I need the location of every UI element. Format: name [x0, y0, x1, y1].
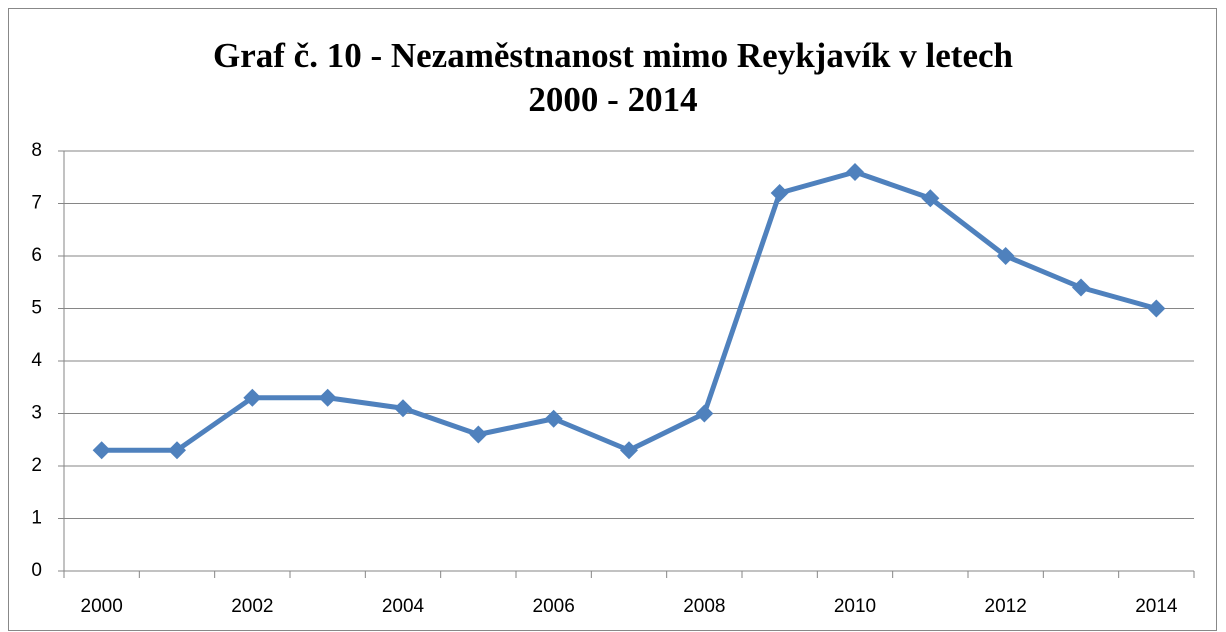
data-marker	[92, 441, 111, 460]
x-tick-label: 2006	[533, 596, 575, 617]
y-tick-label: 0	[31, 560, 42, 581]
y-tick-label: 4	[31, 350, 42, 371]
y-tick-label: 8	[31, 140, 42, 161]
y-tick-label: 3	[31, 403, 42, 424]
chart-title: Graf č. 10 - Nezaměstnanost mimo Reykjav…	[213, 36, 1013, 119]
y-tick-label: 7	[31, 193, 42, 214]
data-marker	[318, 388, 337, 407]
y-tick-label: 6	[31, 245, 42, 266]
x-tick-label: 2000	[81, 596, 123, 617]
x-tick-label: 2010	[834, 596, 876, 617]
x-tick-label: 2002	[231, 596, 273, 617]
x-tick-label: 2012	[985, 596, 1027, 617]
chart-border	[8, 8, 1217, 631]
data-marker	[168, 441, 186, 460]
data-marker	[1072, 278, 1090, 297]
y-tick-label: 2	[31, 455, 42, 476]
y-tick-label: 1	[31, 508, 42, 529]
data-marker	[469, 425, 488, 444]
x-tick-label: 2004	[382, 596, 425, 617]
data-marker	[846, 163, 864, 181]
x-tick-label: 2008	[683, 596, 725, 617]
data-marker	[770, 184, 789, 202]
data-marker	[243, 388, 262, 407]
y-tick-label: 5	[31, 298, 42, 319]
x-tick-label: 2014	[1135, 596, 1178, 617]
data-marker	[996, 247, 1015, 265]
data-marker	[544, 409, 563, 428]
data-marker	[394, 399, 412, 418]
data-marker	[695, 404, 714, 423]
data-marker	[620, 441, 638, 460]
data-marker	[1147, 299, 1166, 318]
data-marker	[921, 189, 940, 208]
